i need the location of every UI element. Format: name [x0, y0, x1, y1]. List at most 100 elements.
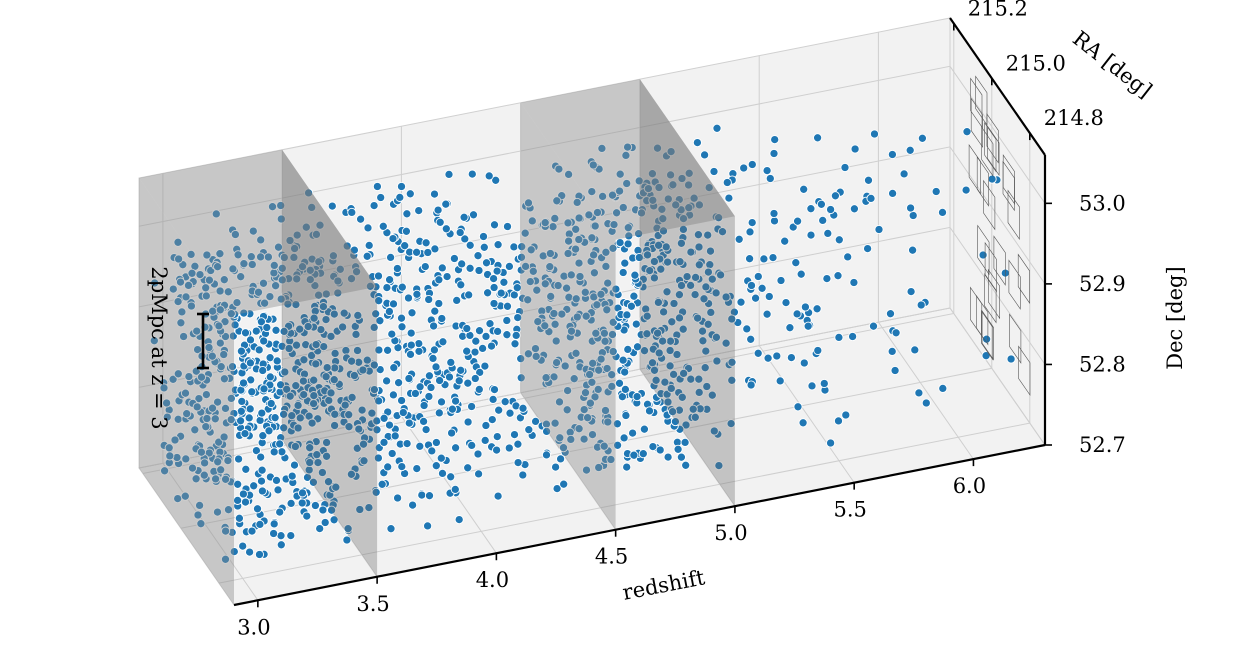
data-point [654, 348, 664, 358]
data-point [347, 392, 357, 402]
data-point [630, 270, 640, 280]
data-point [647, 169, 657, 179]
data-point [234, 513, 244, 523]
data-point [286, 531, 296, 541]
data-point [354, 424, 364, 434]
data-point [513, 439, 523, 449]
data-point [612, 208, 622, 218]
data-point [639, 346, 650, 356]
data-point [642, 250, 653, 260]
data-point [356, 214, 366, 224]
data-point [286, 498, 296, 508]
data-point [509, 430, 520, 440]
data-point [252, 504, 263, 514]
data-point [655, 445, 665, 455]
data-point [677, 173, 687, 184]
data-point [684, 168, 694, 178]
data-point [276, 294, 286, 304]
data-point [599, 441, 609, 451]
data-point [489, 282, 499, 293]
data-point [677, 392, 687, 402]
data-point [315, 524, 325, 534]
data-point [676, 238, 686, 248]
data-point [318, 505, 328, 515]
data-point [523, 295, 533, 305]
data-point [656, 264, 666, 274]
data-point [330, 420, 340, 431]
data-point [347, 356, 357, 366]
data-point [326, 388, 336, 398]
data-point [388, 299, 399, 309]
data-point [516, 373, 526, 383]
data-point [609, 220, 619, 230]
data-point [273, 242, 284, 252]
data-point [736, 297, 746, 307]
data-point [269, 519, 279, 529]
footprint-tile [987, 125, 1000, 177]
data-point [375, 365, 385, 375]
data-point [931, 186, 941, 197]
data-point [414, 206, 424, 216]
data-point [322, 363, 332, 373]
data-point [887, 149, 897, 160]
data-point [690, 412, 700, 422]
data-point [666, 383, 676, 393]
data-point [571, 244, 581, 254]
data-point [289, 252, 299, 262]
data-point [552, 484, 562, 494]
data-point [405, 189, 415, 199]
data-point [615, 169, 625, 179]
data-point [618, 202, 628, 213]
data-point [305, 443, 315, 453]
data-point [245, 547, 255, 557]
data-point [840, 162, 850, 173]
data-point [452, 295, 462, 305]
data-point [402, 209, 412, 219]
data-point [492, 432, 502, 442]
data-point [709, 426, 719, 436]
data-point [775, 376, 785, 386]
data-point [481, 331, 491, 341]
data-point [447, 428, 457, 438]
data-point [803, 321, 813, 331]
data-point [623, 239, 633, 249]
data-point [174, 254, 184, 264]
data-point [256, 317, 266, 327]
data-point [264, 426, 274, 436]
footprint-tile [1017, 253, 1030, 305]
data-point [663, 397, 673, 407]
data-point [352, 267, 362, 277]
data-point [793, 402, 803, 412]
data-point [199, 470, 209, 480]
data-point [663, 257, 673, 267]
data-point [574, 234, 584, 245]
data-point [649, 256, 659, 267]
data-point [170, 435, 180, 445]
data-point [727, 314, 737, 324]
data-point [276, 540, 286, 550]
data-point [423, 521, 433, 531]
data-point [608, 317, 618, 327]
data-point [793, 216, 803, 226]
data-point [295, 413, 305, 423]
footprint-tile [993, 235, 1006, 286]
data-point [753, 271, 763, 282]
data-point [173, 237, 183, 247]
data-point [572, 312, 582, 322]
data-point [162, 412, 172, 422]
data-point [513, 313, 523, 323]
data-point [602, 363, 612, 374]
data-point [309, 391, 319, 401]
data-point [689, 193, 699, 203]
data-point [255, 415, 265, 425]
data-point [241, 464, 251, 474]
x-tick-label: 3.5 [356, 592, 389, 616]
data-point [666, 147, 676, 157]
data-point [195, 500, 205, 510]
data-point [402, 439, 412, 449]
data-point [410, 388, 420, 399]
data-point [822, 274, 832, 284]
data-point [262, 322, 272, 333]
data-point [762, 166, 772, 176]
data-point [800, 302, 810, 312]
